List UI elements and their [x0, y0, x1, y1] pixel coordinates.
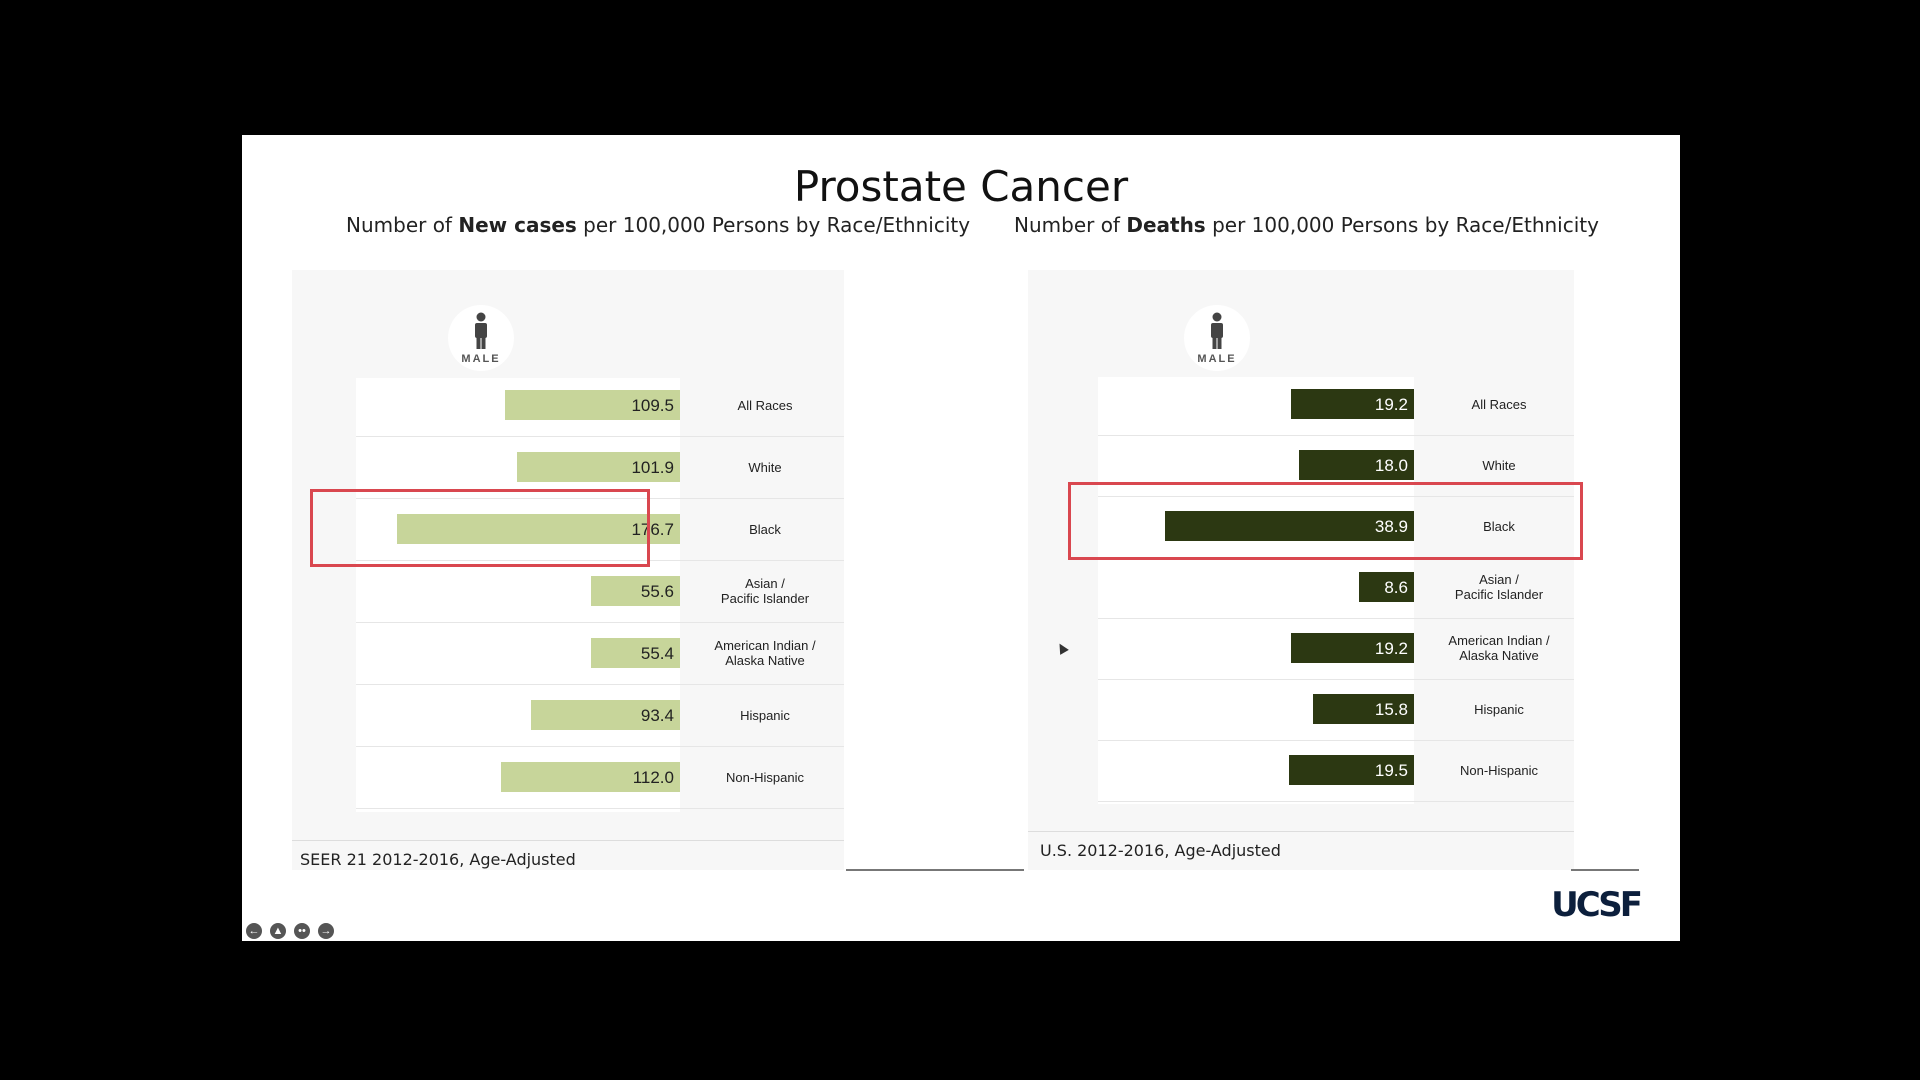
- bar-all-races: 19.2: [1290, 389, 1414, 419]
- bar-value-label: 8.6: [1384, 578, 1408, 597]
- source-separator: [1028, 831, 1574, 832]
- bar-value-label: 109.5: [631, 396, 674, 415]
- divider-line: [1571, 869, 1639, 871]
- male-figure-icon: [473, 312, 489, 350]
- bar-non-hispanic: 19.5: [1289, 755, 1414, 785]
- back-icon[interactable]: ←: [246, 923, 262, 939]
- bar-black: 38.9: [1164, 511, 1414, 541]
- male-figure-icon: [1209, 312, 1225, 350]
- category-label: Hispanic: [740, 707, 790, 723]
- row-separator: [356, 560, 844, 561]
- category-label: Black: [1483, 518, 1515, 534]
- bar-value-label: 38.9: [1374, 517, 1408, 536]
- bar-value-label: 19.2: [1374, 639, 1408, 658]
- more-icon[interactable]: ••: [294, 923, 310, 939]
- category-label: Non-Hispanic: [1459, 762, 1539, 778]
- bar-value-label: 176.7: [631, 520, 674, 539]
- category-label: Asian / Pacific Islander: [720, 576, 810, 606]
- bar-value-label: 112.0: [632, 768, 674, 787]
- chart-source-note: SEER 21 2012-2016, Age-Adjusted: [300, 850, 576, 869]
- category-label: Non-Hispanic: [725, 769, 805, 785]
- bar-american-indian-alaska-native: 19.2: [1290, 633, 1414, 663]
- bar-value-label: 55.6: [640, 582, 674, 601]
- category-label: Hispanic: [1474, 701, 1524, 717]
- category-label: White: [748, 459, 782, 475]
- male-label: MALE: [461, 353, 501, 365]
- bar-asian-pacific-islander: 55.6: [591, 576, 680, 606]
- bar-asian-pacific-islander: 8.6: [1358, 572, 1414, 602]
- male-label: MALE: [1197, 353, 1237, 365]
- bar-hispanic: 93.4: [530, 700, 680, 730]
- chart-title-new-cases: Number of New cases per 100,000 Persons …: [346, 213, 971, 237]
- bar-value-label: 55.4: [640, 644, 674, 663]
- category-label: All Races: [1471, 396, 1527, 412]
- bar-value-label: 19.5: [1374, 761, 1408, 780]
- divider-line: [846, 869, 1024, 871]
- row-separator: [356, 746, 844, 747]
- row-separator: [1098, 435, 1574, 436]
- category-label: American Indian / Alaska Native: [1448, 633, 1550, 663]
- chart-title-deaths: Number of Deaths per 100,000 Persons by …: [1014, 213, 1599, 237]
- row-separator: [356, 808, 844, 809]
- category-label: White: [1482, 457, 1516, 473]
- row-separator: [1098, 679, 1574, 680]
- category-label: Asian / Pacific Islander: [1454, 572, 1544, 602]
- bar-value-label: 15.8: [1374, 700, 1408, 719]
- category-label: Black: [749, 521, 781, 537]
- category-label: All Races: [737, 397, 793, 413]
- home-icon[interactable]: ▲: [270, 923, 286, 939]
- bar-white: 101.9: [516, 452, 680, 482]
- bar-all-races: 109.5: [504, 390, 680, 420]
- category-label: American Indian / Alaska Native: [714, 638, 816, 668]
- row-separator: [1098, 618, 1574, 619]
- bar-white: 18.0: [1298, 450, 1414, 480]
- row-separator: [1098, 496, 1574, 497]
- slide-title: Prostate Cancer: [793, 162, 1129, 211]
- bar-black: 176.7: [397, 514, 680, 544]
- source-separator: [292, 840, 844, 841]
- row-separator: [356, 622, 844, 623]
- slide: Prostate Cancer Number of New cases per …: [242, 135, 1680, 941]
- ucsf-logo: UCSF: [1551, 885, 1643, 925]
- bar-value-label: 101.9: [631, 458, 674, 477]
- row-separator: [1098, 801, 1574, 802]
- forward-icon[interactable]: →: [318, 923, 334, 939]
- bar-value-label: 93.4: [640, 706, 674, 725]
- row-separator: [1098, 740, 1574, 741]
- bar-american-indian-alaska-native: 55.4: [591, 638, 680, 668]
- row-separator: [356, 436, 844, 437]
- bar-non-hispanic: 112.0: [500, 762, 680, 792]
- bar-hispanic: 15.8: [1312, 694, 1414, 724]
- bar-value-label: 19.2: [1374, 395, 1408, 414]
- highlight-box-black: [310, 489, 650, 567]
- row-separator: [356, 498, 844, 499]
- chart-source-note: U.S. 2012-2016, Age-Adjusted: [1040, 841, 1281, 860]
- bar-value-label: 18.0: [1374, 456, 1408, 475]
- slide-nav: ← ▲ •• →: [246, 923, 334, 939]
- highlight-box-black: [1068, 482, 1583, 560]
- row-separator: [356, 684, 844, 685]
